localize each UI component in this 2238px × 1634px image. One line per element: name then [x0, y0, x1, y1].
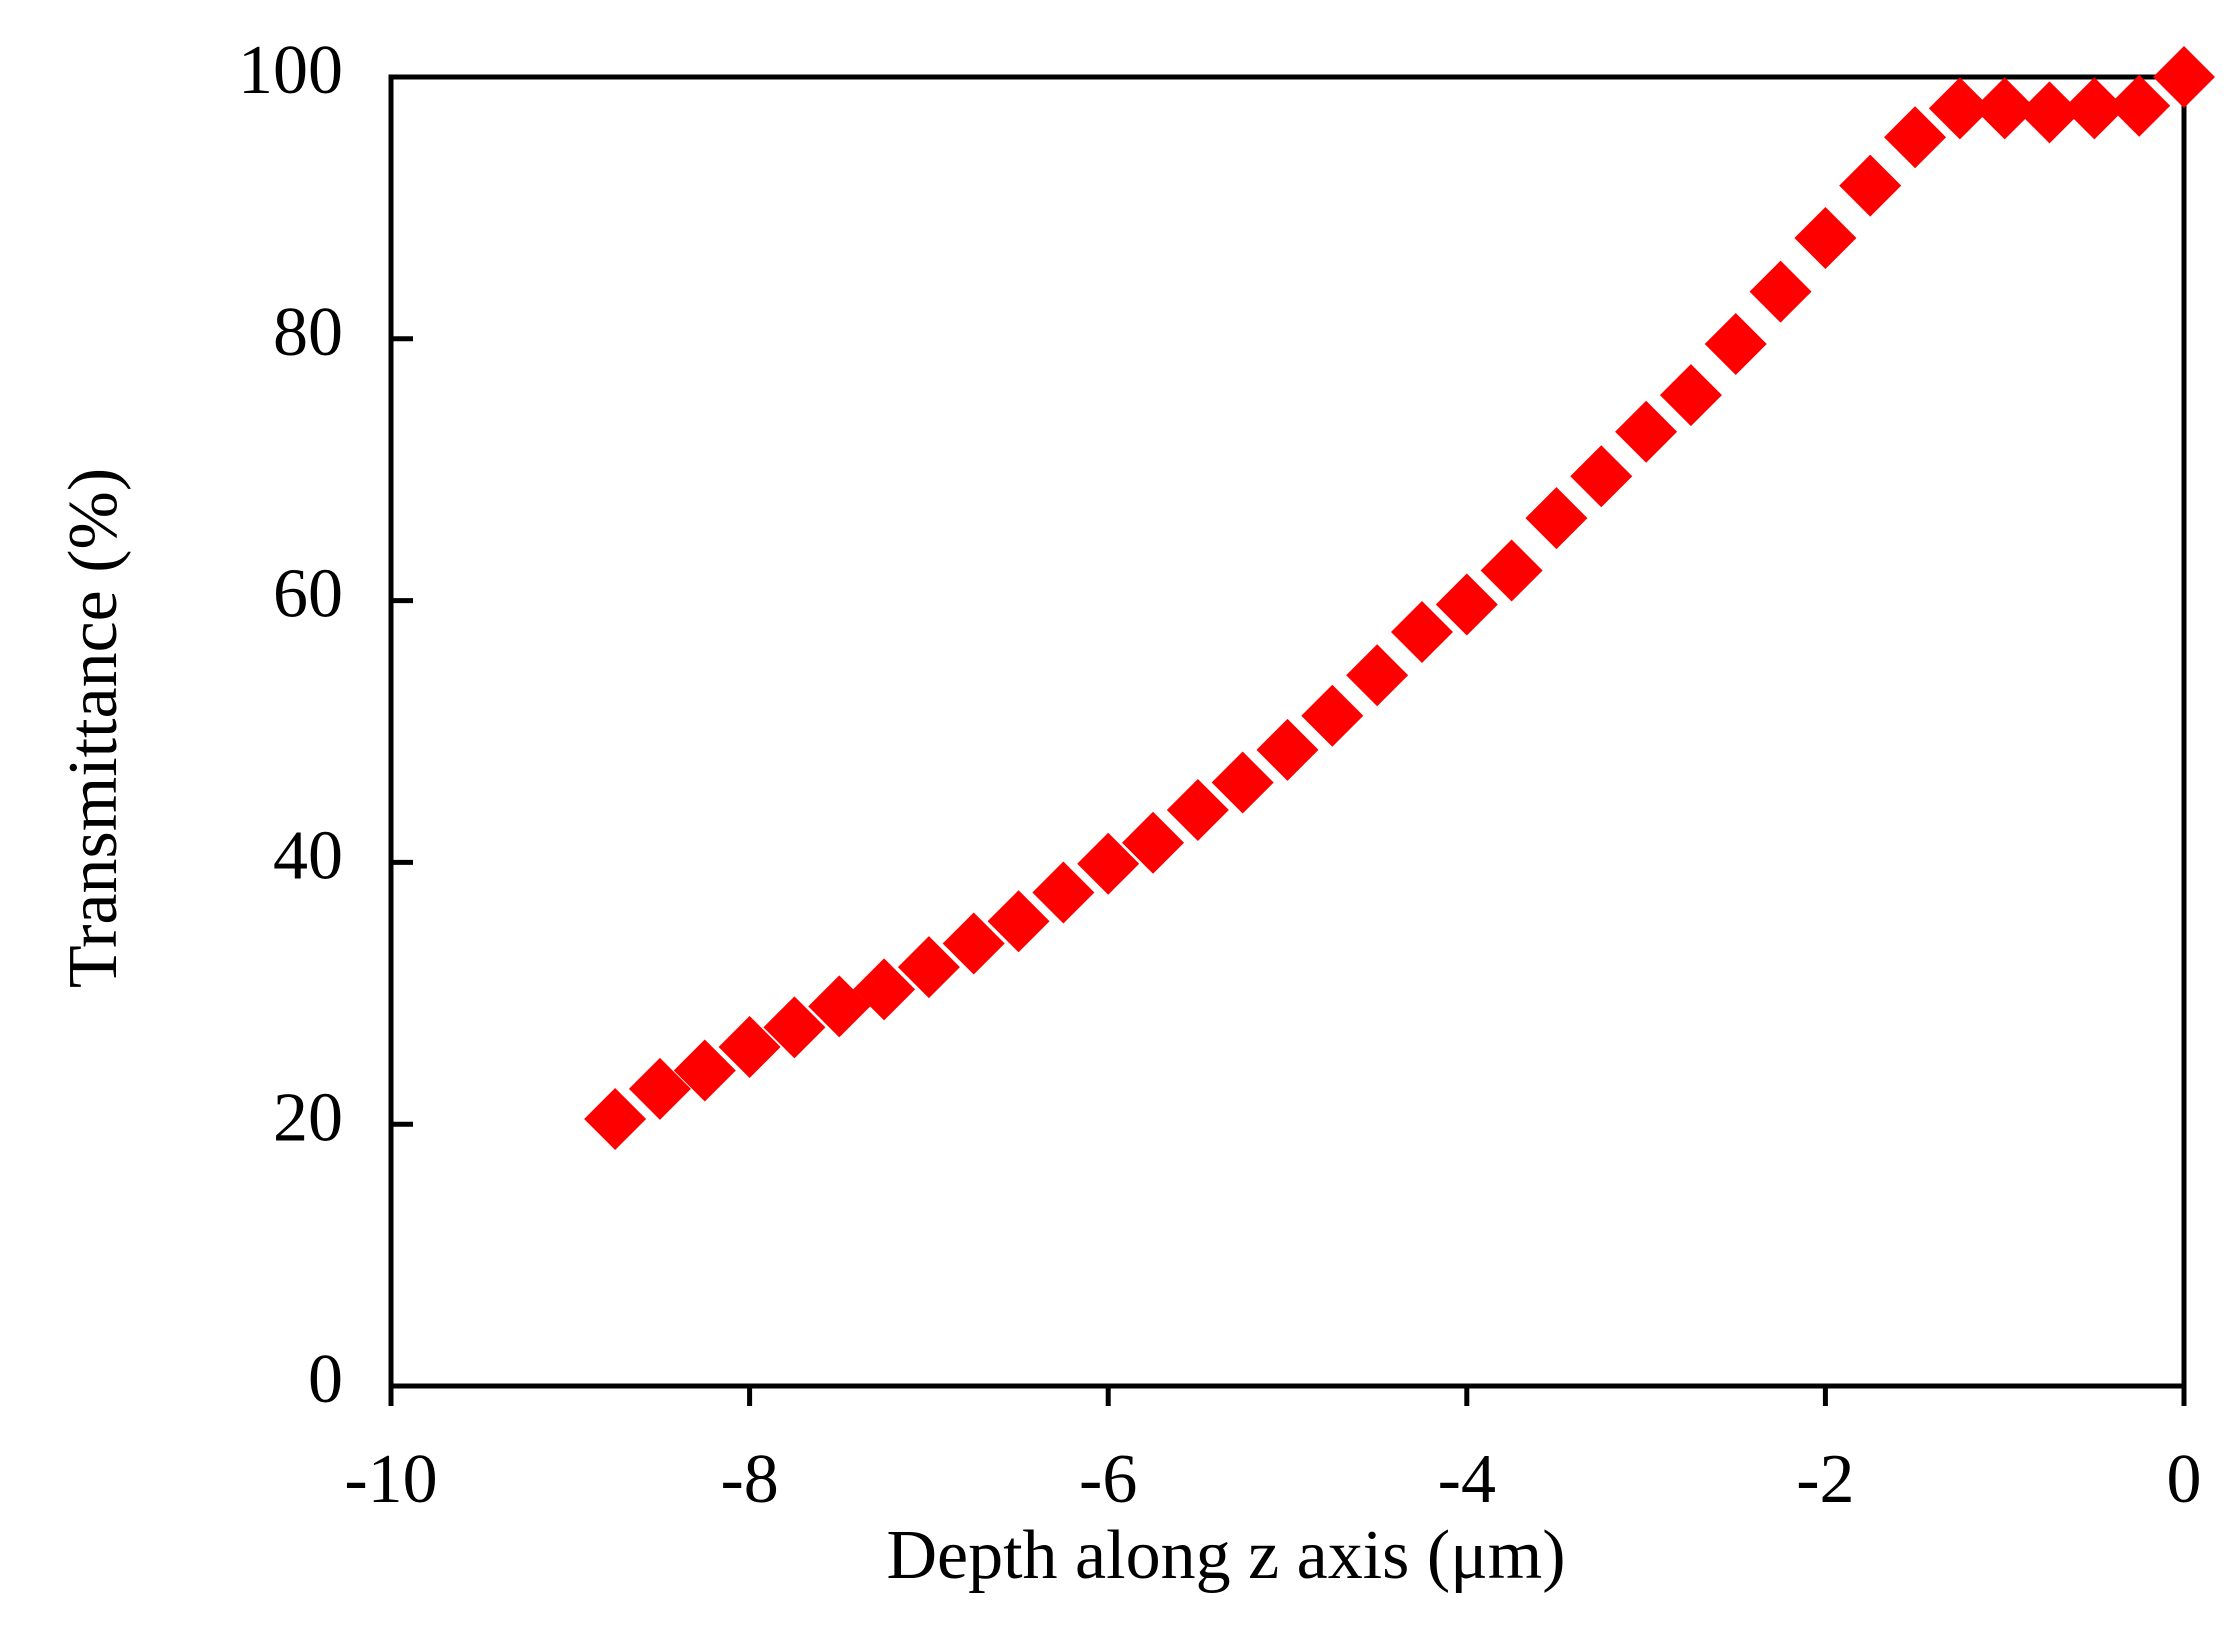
x-tick-label: -4: [1438, 1441, 1496, 1518]
data-point: [1659, 364, 1722, 427]
y-tick-label: 80: [273, 294, 343, 371]
data-point: [1794, 207, 1857, 270]
x-tick-label: -10: [344, 1441, 437, 1518]
data-point: [2153, 46, 2215, 108]
data-point: [897, 936, 960, 999]
data-point: [1525, 487, 1588, 550]
data-point: [1928, 77, 1991, 140]
data-point: [1346, 644, 1409, 707]
y-tick-label: 100: [238, 32, 343, 109]
data-point: [2018, 81, 2081, 144]
data-point: [1435, 573, 1498, 636]
data-point: [584, 1087, 647, 1150]
data-point: [853, 958, 916, 1021]
y-tick-label: 40: [273, 817, 343, 894]
x-tick-label: -2: [1796, 1441, 1854, 1518]
data-point: [628, 1057, 691, 1120]
y-tick-label: 60: [273, 556, 343, 633]
data-point: [1390, 601, 1453, 664]
data-point: [1256, 718, 1319, 781]
data-point: [1704, 313, 1767, 376]
data-point: [1301, 684, 1364, 747]
x-tick-label: 0: [2167, 1441, 2202, 1518]
x-tick-label: -6: [1079, 1441, 1137, 1518]
data-point: [763, 996, 826, 1059]
data-point: [1973, 77, 2036, 140]
data-point: [673, 1039, 736, 1102]
data-point: [1480, 539, 1543, 602]
y-tick-label: 20: [273, 1079, 343, 1156]
data-point: [1122, 811, 1185, 874]
data-point: [1166, 779, 1229, 842]
x-tick-label: -8: [720, 1441, 778, 1518]
data-point: [942, 912, 1005, 975]
data-point: [718, 1015, 781, 1078]
data-point: [1077, 832, 1140, 895]
data-point: [1884, 106, 1947, 169]
data-point: [1749, 260, 1812, 323]
data-point: [1839, 154, 1902, 217]
data-point: [1211, 751, 1274, 814]
data-point: [1032, 861, 1095, 924]
x-axis-title: Depth along z axis (μm): [886, 1517, 1565, 1594]
y-tick-label: 0: [308, 1341, 343, 1418]
data-point: [2063, 77, 2126, 140]
y-axis-title: Transmittance (%): [55, 468, 132, 988]
data-point: [1615, 400, 1678, 463]
data-point: [2108, 74, 2171, 137]
data-point: [1570, 445, 1633, 508]
data-point: [987, 890, 1050, 953]
plot-frame: [388, 74, 2187, 1389]
